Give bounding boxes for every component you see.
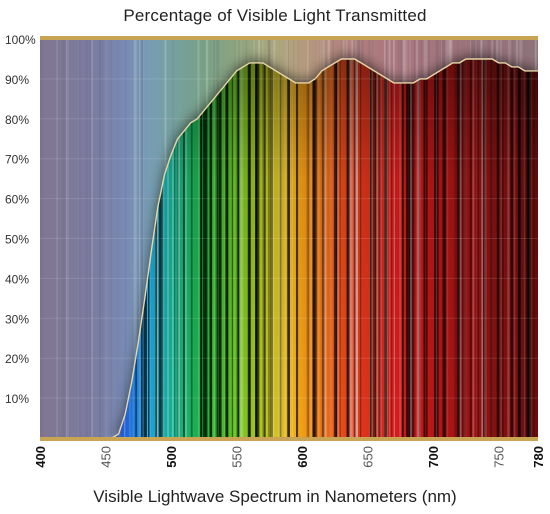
y-tick-label: 100%: [5, 33, 36, 47]
x-tick-label: 400: [33, 446, 48, 468]
series-line: [40, 58, 538, 439]
x-tick-label: 500: [164, 446, 179, 468]
top-axis-line: [40, 36, 538, 40]
x-tick-label: 600: [295, 446, 310, 468]
chart-title: Percentage of Visible Light Transmitted: [123, 6, 427, 25]
axes: [40, 36, 538, 441]
x-tick-label: 700: [426, 446, 441, 468]
y-tick-label: 40%: [5, 272, 29, 286]
x-axis-label: Visible Lightwave Spectrum in Nanometers…: [93, 487, 457, 506]
y-tick-label: 20%: [5, 352, 29, 366]
y-tick-label: 10%: [5, 392, 29, 406]
x-tick-label: 450: [99, 446, 114, 468]
y-axis-ticks: 10% 20% 30% 40% 50% 60% 70% 80% 90% 100%: [5, 33, 538, 406]
y-tick-label: 90%: [5, 73, 29, 87]
x-tick-label: 780: [531, 446, 546, 468]
y-tick-label: 30%: [5, 312, 29, 326]
x-tick-label: 650: [361, 446, 376, 468]
y-tick-label: 70%: [5, 153, 29, 167]
y-tick-label: 60%: [5, 193, 29, 207]
x-tick-label: 750: [492, 446, 507, 468]
x-axis-ticks: 400 450 500 550 600 650 700 750 780: [33, 446, 546, 468]
bottom-axis-line: [40, 437, 538, 441]
y-tick-label: 50%: [5, 233, 29, 247]
x-tick-label: 550: [230, 446, 245, 468]
y-tick-label: 80%: [5, 113, 29, 127]
